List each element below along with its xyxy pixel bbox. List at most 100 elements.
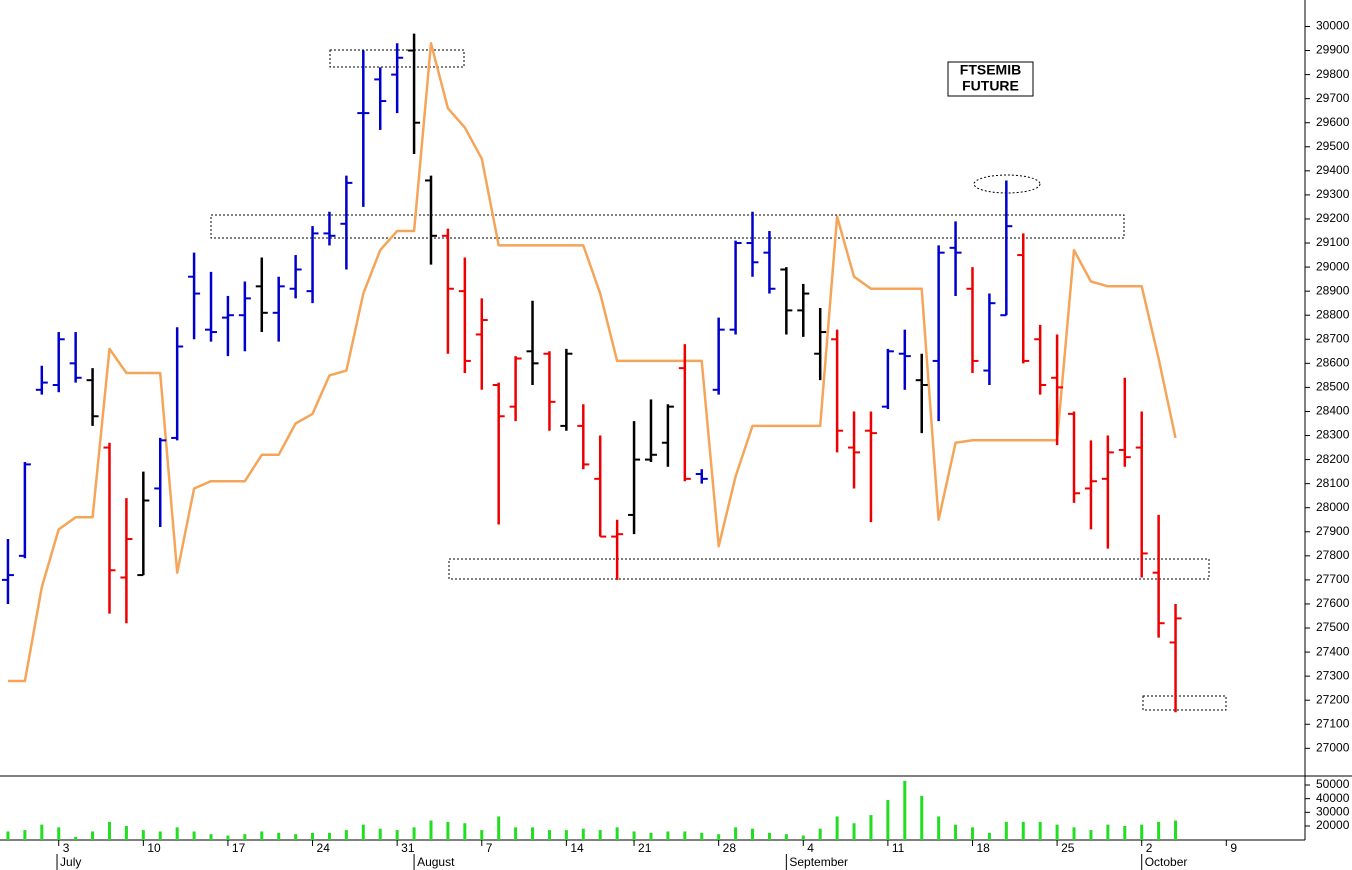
volume-bar <box>192 831 196 840</box>
volume-bar <box>57 827 61 840</box>
x-tick-label: 17 <box>232 841 246 855</box>
ohlc-bar <box>898 329 911 390</box>
y-tick-label: 29800 <box>1316 67 1350 81</box>
volume-bar <box>378 828 382 840</box>
volume-bar <box>463 823 467 840</box>
ohlc-bar <box>1118 377 1131 467</box>
chart-title: FTSEMIB <box>960 62 1021 78</box>
ohlc-bar <box>340 175 353 270</box>
ohlc-bar <box>509 356 522 422</box>
volume-bar <box>1055 824 1059 840</box>
ohlc-bar <box>966 267 979 373</box>
volume-bar <box>1174 820 1178 840</box>
y-tick-label: 28700 <box>1316 331 1350 345</box>
volume-bar <box>1123 826 1127 840</box>
volume-bar <box>23 830 27 840</box>
chart-title: FUTURE <box>962 78 1019 94</box>
volume-bar <box>361 824 365 840</box>
volume-bar <box>40 824 44 840</box>
volume-bar <box>311 832 315 840</box>
y-tick-label: 29600 <box>1316 115 1350 129</box>
ohlc-bar <box>881 348 894 410</box>
ohlc-bar <box>864 411 877 523</box>
x-tick-label: 14 <box>570 841 584 855</box>
ohlc-bar <box>391 43 404 114</box>
volume-bar <box>818 828 822 840</box>
ohlc-bar <box>1051 334 1064 446</box>
ohlc-bar <box>915 353 928 434</box>
volume-bar <box>649 832 653 840</box>
volume-bar <box>429 820 433 840</box>
volume-bar <box>327 832 331 840</box>
y-tick-label: 28900 <box>1316 283 1350 297</box>
ohlc-bar <box>1152 514 1165 638</box>
volume-bar <box>717 834 721 840</box>
ohlc-bar <box>594 435 607 538</box>
ohlc-bar <box>492 382 505 525</box>
y-tick-label: 28500 <box>1316 380 1350 394</box>
ohlc-bar <box>1135 411 1148 578</box>
volume-bar <box>141 830 145 840</box>
ohlc-bar <box>746 211 759 277</box>
ohlc-bar <box>780 267 793 335</box>
ohlc-bar <box>154 437 167 527</box>
ohlc-bar <box>1169 603 1182 713</box>
y-tick-label: 29000 <box>1316 259 1350 273</box>
volume-bar <box>666 831 670 840</box>
y-tick-label: 27500 <box>1316 620 1350 634</box>
ohlc-bar <box>983 293 996 385</box>
ohlc-bar <box>729 240 742 335</box>
ohlc-bar <box>323 211 336 246</box>
volume-bar <box>835 816 839 840</box>
ohlc-bar <box>1034 324 1047 395</box>
y-tick-label: 28300 <box>1316 428 1350 442</box>
y-tick-label: 40000 <box>1316 791 1350 805</box>
x-tick-label: 18 <box>976 841 990 855</box>
y-tick-label: 27700 <box>1316 572 1350 586</box>
ohlc-bar <box>932 245 945 422</box>
ohlc-bar <box>814 307 827 381</box>
ohlc-bar <box>1101 435 1114 549</box>
ohlc-bar <box>560 348 573 431</box>
ohlc-bar <box>171 327 184 441</box>
ohlc-bar <box>695 469 708 484</box>
ohlc-bar <box>661 404 674 467</box>
y-tick-label: 29100 <box>1316 235 1350 249</box>
ohlc-bar <box>238 281 251 352</box>
x-tick-label: 4 <box>807 841 814 855</box>
ohlc-bar <box>137 471 150 577</box>
volume-bar <box>954 824 958 840</box>
volume-bar <box>124 826 128 840</box>
volume-bar <box>74 836 78 840</box>
x-tick-label: 31 <box>401 841 415 855</box>
ohlc-bar <box>831 329 844 453</box>
volume-bar <box>294 834 298 840</box>
volume-bar <box>903 780 907 840</box>
volume-bar <box>158 831 162 840</box>
volume-bar <box>91 831 95 840</box>
y-tick-label: 27800 <box>1316 548 1350 562</box>
ohlc-bar <box>306 226 319 304</box>
ohlc-bar <box>1 538 14 604</box>
y-tick-label: 29400 <box>1316 163 1350 177</box>
ohlc-bar <box>289 255 302 299</box>
volume-bar <box>1106 824 1110 840</box>
ohlc-bar <box>678 344 691 482</box>
volume-bar <box>209 834 213 840</box>
volume-bar <box>547 830 551 840</box>
ohlc-bar <box>221 295 234 357</box>
volume-bar <box>260 831 264 840</box>
ohlc-bar <box>86 368 99 426</box>
volume-bar <box>395 830 399 840</box>
y-tick-label: 27300 <box>1316 668 1350 682</box>
volume-bar <box>480 830 484 840</box>
x-tick-label: 2 <box>1146 841 1153 855</box>
x-tick-label: 25 <box>1061 841 1075 855</box>
annotation-box <box>210 214 1125 239</box>
volume-bar <box>1089 830 1093 840</box>
x-tick-label: 9 <box>1230 841 1237 855</box>
x-tick-label: 21 <box>638 841 652 855</box>
